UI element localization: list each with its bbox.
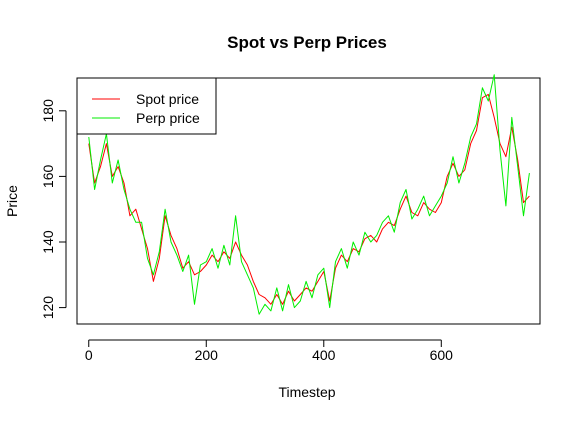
y-tick-label: 120 (40, 296, 56, 320)
legend-label-spot-price: Spot price (136, 91, 199, 107)
series-line-perp-price (88, 74, 530, 315)
legend: Spot price Perp price (76, 77, 217, 135)
x-axis-label: Timestep (278, 384, 335, 400)
x-tick-label: 200 (195, 347, 219, 363)
plot-frame (76, 77, 541, 325)
y-tick-label: 140 (40, 230, 56, 254)
chart-title: Spot vs Perp Prices (227, 33, 387, 52)
y-tick-label: 160 (40, 165, 56, 189)
series-layer (88, 74, 530, 315)
x-tick-label: 600 (430, 347, 454, 363)
x-axis: 0 200 400 600 (85, 339, 454, 363)
legend-label-perp-price: Perp price (136, 110, 200, 126)
x-tick-label: 0 (85, 347, 93, 363)
x-tick-label: 400 (312, 347, 336, 363)
y-axis-label: Price (4, 185, 20, 217)
y-axis: 120 140 160 180 (40, 99, 67, 320)
legend-box (76, 77, 217, 135)
y-tick-label: 180 (40, 99, 56, 123)
